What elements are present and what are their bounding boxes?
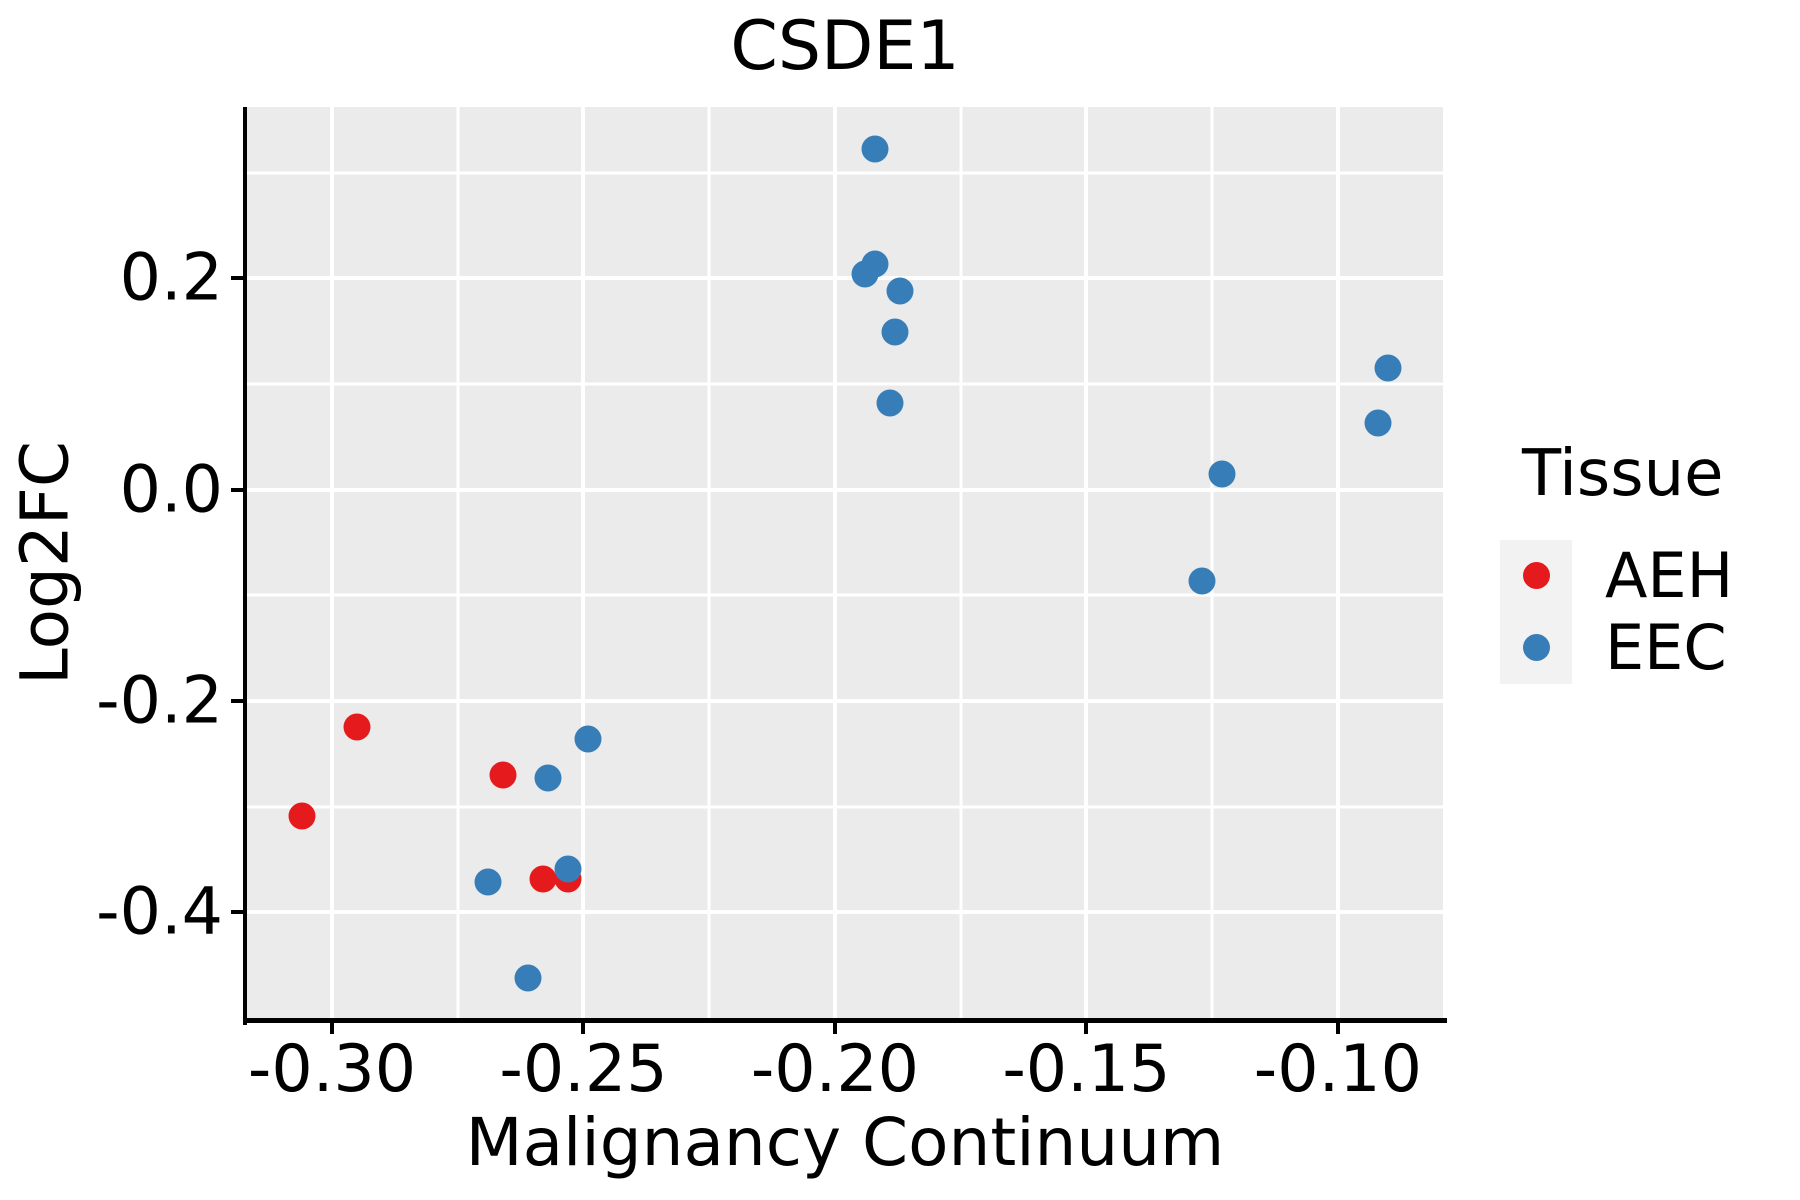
data-point-eec <box>574 725 602 753</box>
major-gridline <box>247 910 1443 915</box>
minor-gridline <box>456 107 460 1020</box>
data-point-eec <box>861 135 889 163</box>
major-gridline <box>1335 107 1340 1020</box>
y-axis-line <box>243 107 247 1025</box>
minor-gridline <box>959 107 963 1020</box>
data-point-eec <box>886 277 914 305</box>
y-tick-mark <box>231 910 243 915</box>
x-tick-mark <box>581 1023 586 1034</box>
legend-title: Tissue <box>1522 437 1724 511</box>
x-tick-mark <box>1084 1023 1089 1034</box>
x-tick-label: -0.10 <box>1253 1032 1422 1107</box>
data-point-eec <box>474 868 502 896</box>
aeh-dot-icon <box>1522 562 1550 590</box>
y-tick-label: -0.2 <box>96 663 223 739</box>
plot-title: CSDE1 <box>730 7 960 86</box>
major-gridline <box>247 276 1443 281</box>
data-point-eec <box>1374 354 1402 382</box>
data-point-aeh <box>529 865 557 893</box>
x-axis-title: Malignancy Continuum <box>465 1104 1225 1181</box>
major-gridline <box>832 107 837 1020</box>
legend-key-aeh <box>1500 539 1572 612</box>
legend-entry-eec: EEC <box>1500 610 1733 684</box>
major-gridline <box>581 107 586 1020</box>
y-tick-mark <box>231 698 243 703</box>
data-point-eec <box>1364 409 1392 437</box>
data-point-eec <box>514 964 542 992</box>
major-gridline <box>247 487 1443 492</box>
data-point-aeh <box>288 802 316 830</box>
x-tick-mark <box>832 1023 837 1034</box>
data-point-eec <box>861 250 889 278</box>
major-gridline <box>1084 107 1089 1020</box>
data-point-aeh <box>343 713 371 741</box>
legend: Tissue AEH EEC <box>1500 437 1734 684</box>
legend-key-eec <box>1500 611 1572 684</box>
x-axis-line <box>243 1018 1447 1023</box>
eec-dot-icon <box>1522 634 1550 662</box>
minor-gridline <box>247 382 1443 386</box>
x-tick-mark <box>329 1023 334 1034</box>
data-point-eec <box>1208 460 1236 488</box>
data-point-eec <box>534 764 562 792</box>
y-axis: 0.2 0.0 -0.2 -0.4 <box>31 107 243 1020</box>
legend-label-aeh: AEH <box>1605 538 1734 612</box>
y-tick-mark <box>231 276 243 281</box>
minor-gridline <box>247 805 1443 809</box>
y-tick-label: -0.4 <box>96 874 223 950</box>
x-tick-label: -0.30 <box>247 1032 417 1107</box>
x-tick-label: -0.25 <box>499 1032 668 1107</box>
legend-entry-aeh: AEH <box>1500 538 1734 612</box>
data-point-eec <box>1188 567 1216 595</box>
data-point-eec <box>876 389 904 417</box>
plot-panel <box>247 107 1443 1020</box>
major-gridline <box>247 698 1443 703</box>
y-axis-title: Log2FC <box>6 441 84 686</box>
y-tick-label: 0.0 <box>119 452 223 528</box>
minor-gridline <box>247 593 1443 597</box>
major-gridline <box>329 107 334 1020</box>
y-tick-label: 0.2 <box>119 240 223 316</box>
minor-gridline <box>247 171 1443 175</box>
minor-gridline <box>1210 107 1214 1020</box>
x-tick-mark <box>1335 1023 1340 1034</box>
minor-gridline <box>707 107 711 1020</box>
x-tick-label: -0.20 <box>750 1032 920 1107</box>
data-point-eec <box>881 318 909 346</box>
data-point-aeh <box>489 761 517 789</box>
x-axis: -0.30 -0.25 -0.20 -0.15 -0.10 <box>247 1023 1443 1133</box>
y-tick-mark <box>231 487 243 492</box>
legend-label-eec: EEC <box>1605 610 1727 684</box>
data-point-eec <box>554 855 582 883</box>
x-tick-label: -0.15 <box>1002 1032 1171 1107</box>
